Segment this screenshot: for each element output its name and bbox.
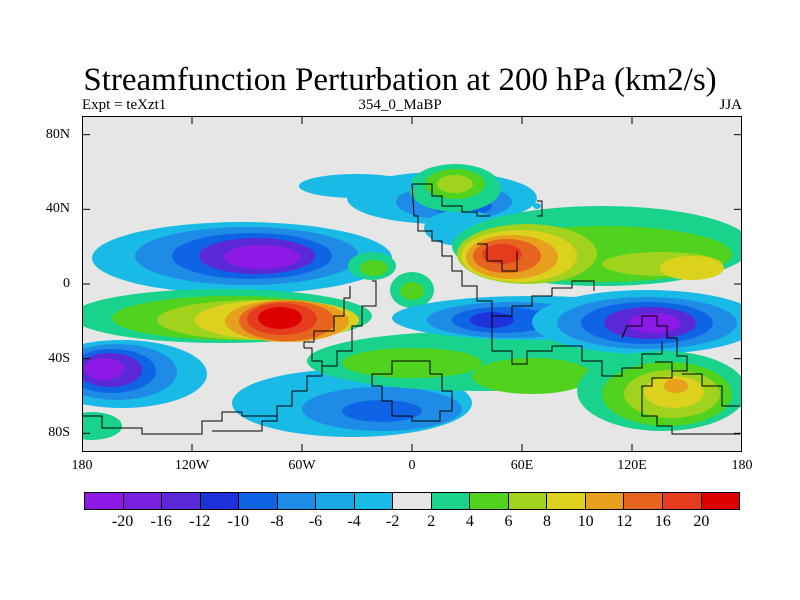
colorbar-box — [624, 493, 663, 509]
longitude-tick-label: 0 — [408, 458, 416, 473]
case-label: 354_0_MaBP — [358, 97, 442, 113]
colorbar-box — [200, 493, 240, 509]
colorbar-box — [701, 493, 740, 509]
contour-region-europe-asia — [348, 164, 501, 280]
longitude-tick-label: 60E — [510, 458, 534, 473]
colorbar-label: 4 — [465, 513, 474, 530]
colorbar-box — [431, 493, 471, 509]
colorbar-box — [585, 493, 625, 509]
contour-map — [82, 116, 742, 452]
coastlines — [82, 183, 740, 435]
longitude-tick-label: 180 — [71, 458, 93, 473]
longitude-tick-label: 60W — [288, 458, 316, 473]
contour-region-north-pacific — [92, 222, 392, 294]
contour-region-south-pacific — [82, 340, 207, 408]
plot-title: Streamfunction Perturbation at 200 hPa (… — [83, 62, 717, 98]
latitude-tick-label: 40N — [45, 201, 70, 217]
colorbar-label: -2 — [386, 513, 400, 530]
colorbar-box — [470, 493, 509, 509]
experiment-label: Expt = teXzt1 — [82, 97, 167, 113]
colorbar-label: -12 — [189, 513, 211, 530]
colorbar-box — [123, 493, 163, 509]
colorbar-box — [354, 493, 394, 509]
colorbar-box — [316, 493, 355, 509]
colorbar-label: 12 — [616, 513, 633, 530]
colorbar-box — [277, 493, 317, 509]
colorbar-box — [547, 493, 586, 509]
contour-region-maritime-continent — [532, 290, 742, 354]
colorbar-box — [393, 493, 432, 509]
axis-ticks — [82, 116, 742, 452]
colorbar-label: -8 — [270, 513, 284, 530]
colorbar-box — [508, 493, 548, 509]
colorbar-label: 8 — [543, 513, 552, 530]
colorbar-box — [239, 493, 278, 509]
latitude-tick-label: 0 — [63, 276, 70, 291]
colorbar-box — [162, 493, 201, 509]
colorbar-label: 2 — [427, 513, 436, 530]
colorbar-label: 20 — [693, 513, 710, 530]
colorbar-label: 10 — [577, 513, 594, 530]
latitude-tick-label: 40S — [48, 350, 70, 366]
colorbar-label: 6 — [504, 513, 513, 530]
colorbar-box — [662, 493, 702, 509]
colorbar-box — [85, 493, 124, 509]
colorbar-label: -4 — [347, 513, 361, 530]
longitude-tick-label: 120W — [174, 458, 210, 473]
colorbar-label: 16 — [654, 513, 671, 530]
contour-region-tropical-pacific — [82, 289, 372, 343]
colorbar-label: -16 — [150, 513, 172, 530]
contour-region-small-features — [299, 174, 724, 280]
longitude-tick-label: 120E — [617, 458, 647, 473]
colorbar — [84, 492, 740, 510]
latitude-tick-label: 80N — [45, 126, 70, 142]
colorbar-label: -10 — [227, 513, 249, 530]
latitude-tick-label: 80S — [48, 425, 70, 441]
season-label: JJA — [719, 97, 742, 113]
contour-region-australia-south — [82, 351, 742, 440]
map-plot-area — [82, 116, 742, 452]
colorbar-label: -20 — [111, 513, 134, 530]
longitude-tick-label: 180 — [731, 458, 753, 473]
colorbar-label: -6 — [308, 513, 323, 530]
